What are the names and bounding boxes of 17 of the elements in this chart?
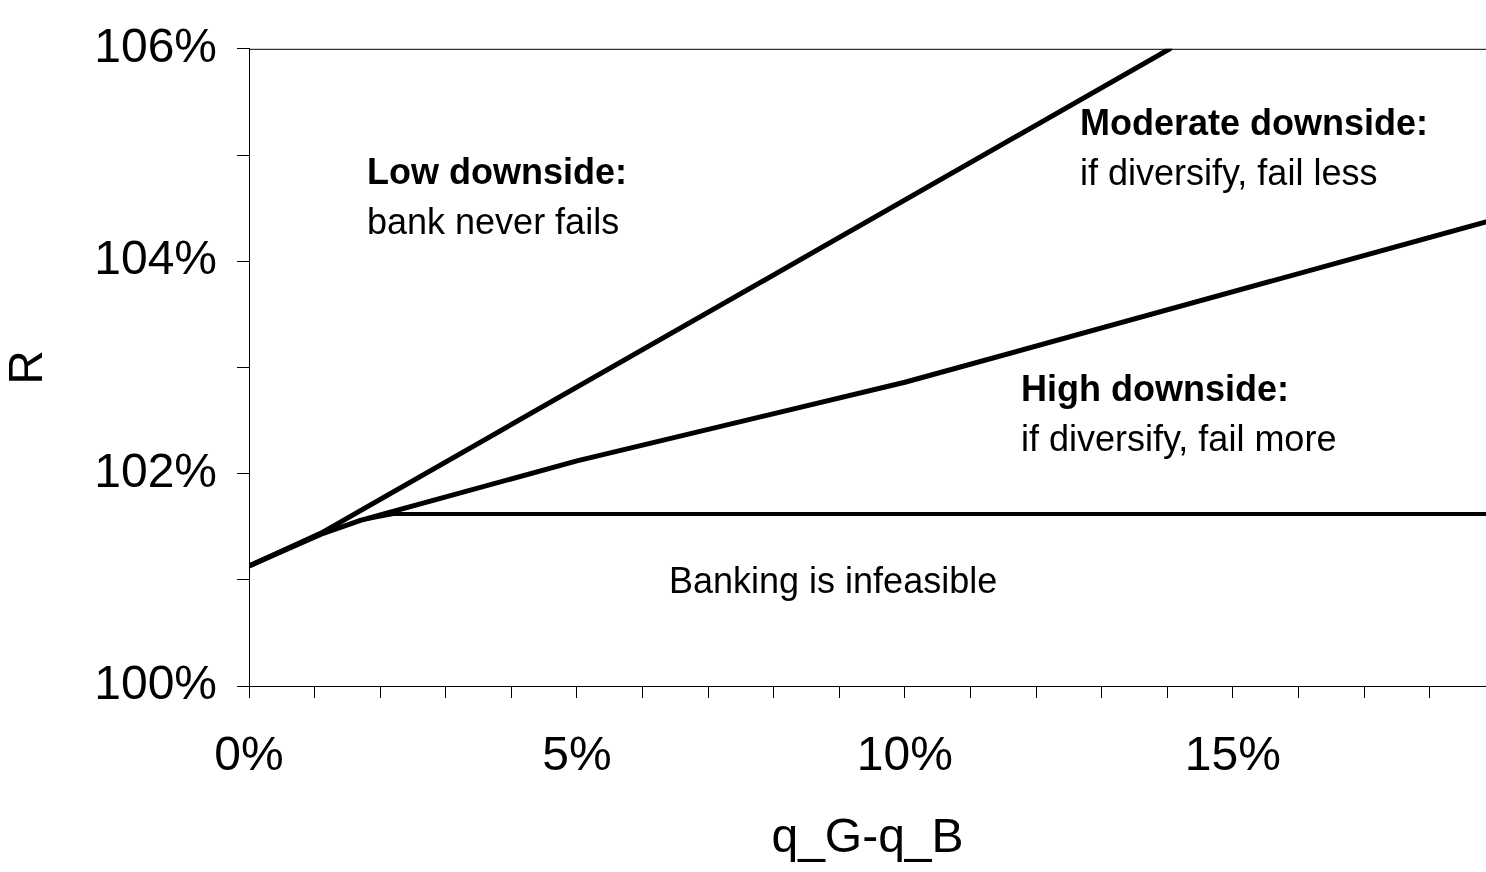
- y-axis-title: R: [0, 350, 53, 385]
- x-tick-label: 15%: [1184, 727, 1281, 781]
- x-tick-label: 5%: [542, 727, 612, 781]
- annotation: bank never fails: [367, 200, 620, 242]
- annotation: Banking is infeasible: [669, 559, 998, 601]
- annotation: High downside:: [1021, 367, 1289, 409]
- annotation: Moderate downside:: [1080, 101, 1429, 143]
- annotation: if diversify, fail more: [1021, 417, 1337, 459]
- x-axis-title: q_G-q_B: [771, 809, 964, 863]
- y-tick-label: 102%: [94, 443, 217, 497]
- annotation: Low downside:: [367, 150, 627, 192]
- y-tick-label: 106%: [94, 19, 217, 73]
- x-tick-label: 10%: [856, 727, 953, 781]
- y-tick-label: 100%: [94, 656, 217, 710]
- annotation: if diversify, fail less: [1080, 151, 1378, 193]
- y-tick-label: 104%: [94, 231, 217, 285]
- x-tick-label: 0%: [214, 727, 284, 781]
